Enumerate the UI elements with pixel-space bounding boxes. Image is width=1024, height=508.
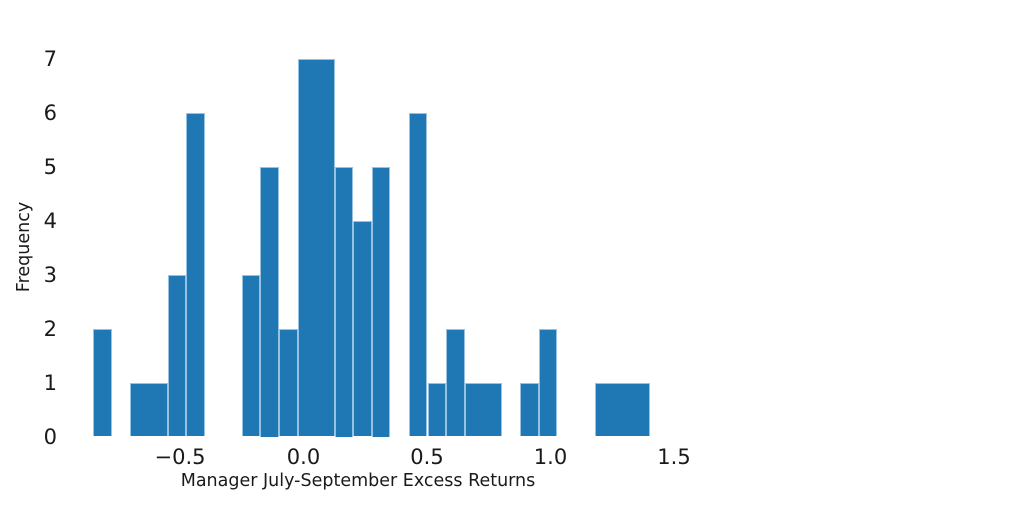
histogram-bar [520, 382, 539, 437]
histogram-bar [594, 382, 651, 437]
y-tick-label: 1 [43, 370, 57, 395]
y-tick-label: 2 [43, 316, 57, 341]
x-axis-label: Manager July-September Excess Returns [180, 471, 536, 491]
histogram-bar [538, 328, 558, 437]
histogram-bar [260, 167, 279, 437]
x-tick-label: 1.5 [657, 445, 691, 469]
histogram-bar [297, 59, 335, 437]
y-tick-label: 0 [43, 424, 57, 449]
histogram-bar [241, 274, 261, 437]
y-tick-label: 7 [43, 47, 57, 72]
histogram-bar [167, 274, 187, 437]
histogram-bar [371, 167, 391, 437]
histogram-bar [334, 167, 354, 437]
histogram-bar [464, 382, 502, 437]
y-tick-label: 5 [43, 155, 57, 179]
y-tick-label: 4 [43, 208, 57, 233]
histogram-bar [130, 382, 168, 437]
histogram-bar [278, 328, 298, 437]
y-tick-label: 6 [43, 101, 57, 126]
histogram-bar [446, 328, 465, 437]
histogram-bar [93, 328, 112, 437]
x-tick-label: 0.0 [286, 445, 321, 469]
y-tick-label: 3 [43, 262, 57, 287]
x-tick-label: 0.5 [410, 445, 444, 469]
histogram-bar [408, 113, 428, 437]
histogram-bar [353, 220, 372, 437]
histogram-bar [186, 113, 205, 437]
x-tick-label: 1.0 [533, 445, 568, 469]
histogram-bar [427, 382, 446, 437]
x-tick-label: −0.5 [154, 445, 206, 469]
y-axis-label: Frequency [14, 201, 34, 293]
